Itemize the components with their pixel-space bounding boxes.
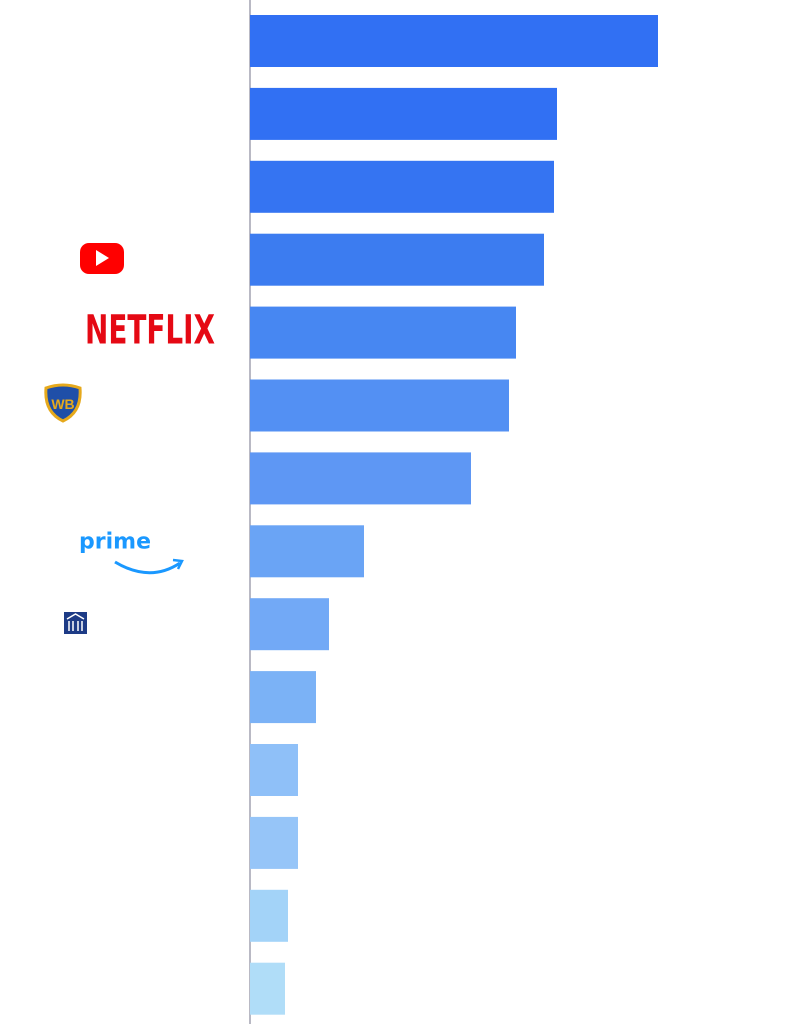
bar	[250, 87, 557, 140]
category-label: prime	[79, 529, 151, 554]
bar	[250, 889, 288, 942]
bar	[250, 379, 509, 432]
bar	[250, 744, 298, 796]
bar	[250, 962, 285, 1015]
bar	[250, 452, 471, 505]
bar	[250, 160, 554, 213]
wb-logo: WB	[44, 383, 82, 423]
bar	[250, 306, 516, 359]
bar	[250, 598, 329, 651]
bar	[250, 15, 658, 67]
bar	[250, 816, 298, 869]
bar	[250, 671, 316, 724]
youtube-logo	[80, 243, 124, 274]
svg-text:WB: WB	[51, 396, 74, 412]
category-label: NETFLIX	[85, 308, 215, 354]
bar	[250, 525, 364, 578]
building-logo	[64, 612, 87, 634]
bar	[250, 233, 544, 286]
prime-smile	[114, 558, 184, 575]
